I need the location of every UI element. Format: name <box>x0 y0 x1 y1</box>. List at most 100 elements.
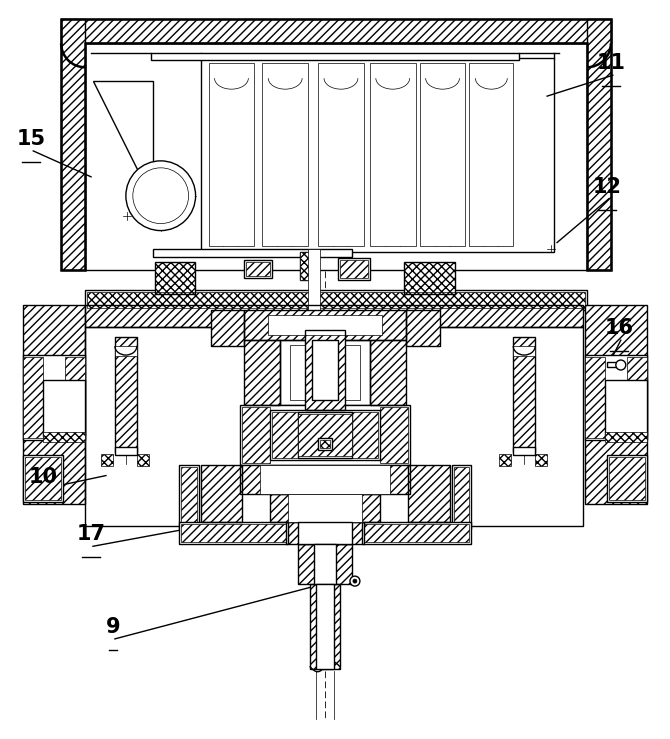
Bar <box>298 412 352 457</box>
Bar <box>268 316 382 336</box>
Bar <box>338 259 370 280</box>
Text: 9: 9 <box>106 617 120 637</box>
Bar <box>316 584 334 669</box>
Bar <box>585 305 647 505</box>
Bar <box>115 446 137 454</box>
Bar <box>23 454 63 503</box>
Bar <box>312 340 338 400</box>
Bar <box>181 525 286 542</box>
Bar <box>298 414 352 456</box>
Bar <box>300 253 318 280</box>
Circle shape <box>353 579 357 583</box>
Bar <box>585 305 647 505</box>
Bar <box>270 494 380 522</box>
Bar <box>247 262 270 276</box>
Circle shape <box>350 576 360 586</box>
Bar <box>245 310 406 340</box>
Bar <box>406 310 440 346</box>
Bar <box>210 310 245 346</box>
Bar <box>370 340 406 405</box>
Bar <box>513 337 535 452</box>
Bar <box>300 253 318 280</box>
Bar <box>261 465 390 494</box>
Bar <box>585 355 647 440</box>
Bar <box>155 262 194 294</box>
Bar <box>513 337 535 452</box>
Bar <box>380 407 408 463</box>
Bar <box>609 457 645 500</box>
Bar <box>115 337 137 452</box>
Bar <box>151 53 519 61</box>
Text: 12: 12 <box>592 177 621 197</box>
Bar <box>298 544 352 584</box>
Bar <box>585 357 605 437</box>
Bar <box>499 454 511 466</box>
Bar <box>43 432 85 442</box>
Bar <box>607 454 647 503</box>
Bar <box>85 305 583 327</box>
Bar <box>179 522 288 544</box>
Bar <box>245 260 272 279</box>
Bar <box>61 19 611 44</box>
Bar <box>286 522 364 544</box>
Bar <box>23 357 85 437</box>
Bar <box>406 310 440 346</box>
Bar <box>85 44 587 270</box>
Bar <box>298 522 352 544</box>
Bar <box>286 522 364 544</box>
Bar <box>290 345 360 400</box>
Bar <box>181 466 196 528</box>
Bar <box>280 340 370 405</box>
Bar <box>243 407 270 463</box>
Bar <box>587 19 611 270</box>
Bar <box>470 64 513 245</box>
Bar <box>408 465 450 522</box>
Bar <box>208 64 255 245</box>
Bar <box>298 544 352 584</box>
Text: 11: 11 <box>596 53 625 73</box>
Bar <box>305 330 345 410</box>
Bar <box>23 305 85 505</box>
Bar <box>605 432 647 442</box>
Bar <box>241 465 409 494</box>
Bar <box>153 248 352 257</box>
Bar <box>605 380 647 436</box>
Bar <box>535 454 547 466</box>
Bar <box>288 494 362 522</box>
Bar <box>87 293 585 308</box>
Bar <box>245 310 406 340</box>
Bar <box>85 290 587 310</box>
Bar <box>23 355 85 440</box>
Text: 16: 16 <box>604 318 633 338</box>
Text: 15: 15 <box>17 129 46 149</box>
Bar <box>115 346 137 356</box>
Bar <box>241 405 409 465</box>
Bar <box>101 454 113 466</box>
Bar <box>352 412 378 457</box>
Bar <box>200 465 243 522</box>
Bar <box>404 262 456 294</box>
Bar <box>61 19 85 270</box>
Bar <box>318 64 364 245</box>
Text: 10: 10 <box>29 466 58 486</box>
Bar <box>262 64 308 245</box>
Bar <box>318 437 332 449</box>
Bar <box>404 262 456 294</box>
Bar <box>23 305 85 505</box>
Bar <box>23 357 43 437</box>
Bar <box>408 465 450 522</box>
Bar <box>370 64 415 245</box>
Bar <box>310 584 340 669</box>
Bar <box>305 330 345 410</box>
Bar <box>452 465 472 529</box>
Bar <box>607 362 623 367</box>
Bar <box>245 340 280 405</box>
Bar <box>43 380 85 436</box>
Bar <box>270 494 380 522</box>
Bar <box>25 457 61 500</box>
Bar <box>513 446 535 454</box>
Bar <box>137 454 149 466</box>
Bar <box>115 337 137 452</box>
Bar <box>179 465 198 529</box>
Text: 17: 17 <box>76 524 105 544</box>
